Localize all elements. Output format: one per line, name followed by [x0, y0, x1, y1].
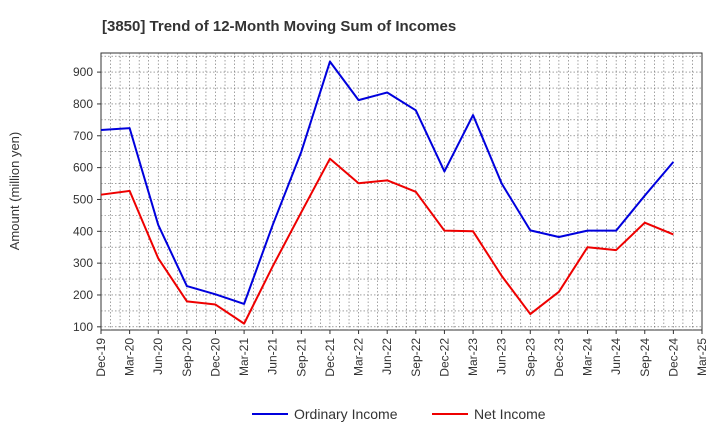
x-tick-label: Dec-21	[323, 338, 337, 377]
y-tick-label: 600	[73, 161, 93, 175]
x-tick-label: Sep-20	[180, 338, 194, 377]
x-tick-label: Mar-22	[352, 338, 366, 376]
series-lines	[100, 60, 675, 325]
x-tick-label: Dec-23	[552, 338, 566, 377]
legend-label: Ordinary Income	[294, 406, 398, 422]
series-line-ordinary-income	[100, 60, 675, 305]
plot-area	[100, 52, 703, 331]
y-tick-label: 200	[73, 288, 93, 302]
x-tick-label: Dec-20	[208, 338, 222, 377]
chart-title: [3850] Trend of 12-Month Moving Sum of I…	[102, 18, 456, 35]
y-axis-ticks: 100 200 300 400 500 600 700 800 900	[73, 65, 101, 334]
y-tick-label: 900	[73, 65, 93, 79]
series-line-net-income	[100, 157, 674, 325]
x-tick-label: Sep-22	[409, 338, 423, 377]
y-tick-label: 100	[73, 320, 93, 334]
x-tick-label: Sep-21	[294, 338, 308, 377]
x-tick-label: Jun-22	[380, 338, 394, 375]
x-tick-label: Mar-20	[123, 338, 137, 376]
x-tick-label: Mar-24	[581, 338, 595, 376]
y-tick-label: 500	[73, 192, 93, 206]
x-tick-label: Dec-22	[437, 338, 451, 377]
y-axis-label: Amount (million yen)	[7, 132, 22, 251]
x-tick-label: Mar-21	[237, 338, 251, 376]
legend-label: Net Income	[474, 406, 546, 422]
y-tick-label: 400	[73, 224, 93, 238]
x-tick-label: Mar-23	[466, 338, 480, 376]
x-axis-ticks: Dec-19 Mar-20 Jun-20 Sep-20 Dec-20 Mar-21 Jun-…	[94, 330, 709, 377]
plot-frame	[100, 52, 703, 331]
y-tick-label: 300	[73, 256, 93, 270]
x-tick-label: Jun-23	[495, 338, 509, 375]
x-tick-label: Sep-23	[523, 338, 537, 377]
x-tick-label: Jun-21	[266, 338, 280, 375]
x-tick-label: Jun-24	[609, 338, 623, 375]
x-tick-label: Mar-25	[695, 338, 709, 376]
x-tick-label: Dec-24	[666, 338, 680, 377]
y-tick-label: 700	[73, 129, 93, 143]
x-tick-label: Jun-20	[151, 338, 165, 375]
x-tick-label: Sep-24	[638, 338, 652, 377]
y-tick-label: 800	[73, 97, 93, 111]
x-tick-label: Dec-19	[94, 338, 108, 377]
legend: Ordinary Income Net Income	[252, 406, 546, 422]
